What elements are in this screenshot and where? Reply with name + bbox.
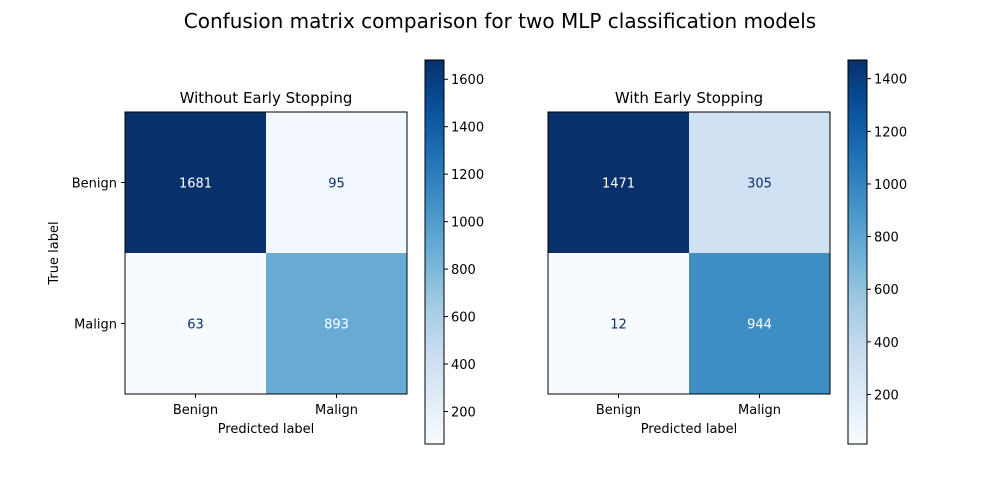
x-tick-label: Benign bbox=[596, 403, 641, 418]
matrix-cell bbox=[266, 112, 407, 253]
colorbar-tick-label: 1200 bbox=[451, 168, 484, 183]
cell-value-label: 1681 bbox=[179, 177, 212, 192]
matrix-cell bbox=[548, 253, 689, 394]
cell-value-label: 944 bbox=[747, 318, 772, 333]
cell-value-label: 1471 bbox=[602, 177, 635, 192]
y-axis-label: True label bbox=[47, 221, 62, 285]
colorbar-tick-label: 600 bbox=[874, 283, 899, 298]
colorbar-tick-label: 1400 bbox=[451, 121, 484, 136]
colorbar-tick-label: 800 bbox=[874, 231, 899, 246]
x-axis-label: Predicted label bbox=[218, 422, 315, 437]
colorbar bbox=[847, 59, 868, 445]
colorbar-tick-label: 800 bbox=[451, 263, 476, 278]
colorbar-tick-label: 600 bbox=[451, 311, 476, 326]
colorbar-tick-label: 1200 bbox=[874, 125, 907, 140]
colorbar-tick-label: 1400 bbox=[874, 73, 907, 88]
cell-value-label: 893 bbox=[324, 318, 349, 333]
matrix-cell bbox=[125, 112, 266, 253]
colorbar-tick-label: 400 bbox=[874, 336, 899, 351]
x-tick-label: Benign bbox=[173, 403, 218, 418]
figure-title: Confusion matrix comparison for two MLP … bbox=[184, 9, 816, 33]
colorbar-tick-label: 200 bbox=[874, 389, 899, 404]
confusion-matrix-panel-2: With Early Stopping 1471 305 12 944 Benign Mal… bbox=[547, 59, 907, 445]
matrix-cell bbox=[266, 253, 407, 394]
colorbar-tick-label: 1600 bbox=[451, 73, 484, 88]
y-tick-label: Benign bbox=[72, 177, 117, 192]
matrix-cell bbox=[689, 253, 830, 394]
colorbar-tick-label: 200 bbox=[451, 405, 476, 420]
cell-value-label: 305 bbox=[747, 177, 772, 192]
cell-value-label: 63 bbox=[187, 318, 204, 333]
matrix-cell bbox=[125, 253, 266, 394]
matrix-cell bbox=[548, 112, 689, 253]
x-axis-label: Predicted label bbox=[641, 422, 738, 437]
axes-frame bbox=[124, 111, 408, 395]
y-tick-label: Malign bbox=[74, 318, 117, 333]
colorbar bbox=[424, 59, 445, 445]
cell-value-label: 95 bbox=[328, 177, 345, 192]
colorbar-tick-label: 1000 bbox=[874, 178, 907, 193]
x-tick-label: Malign bbox=[315, 403, 358, 418]
colorbar-tick-label: 1000 bbox=[451, 216, 484, 231]
colorbar-tick-label: 400 bbox=[451, 358, 476, 373]
cell-value-label: 12 bbox=[610, 318, 627, 333]
panel-title: With Early Stopping bbox=[615, 89, 763, 107]
confusion-matrix-panel-1: Without Early Stopping 1681 95 63 893 Benign M… bbox=[47, 59, 484, 445]
x-tick-label: Malign bbox=[738, 403, 781, 418]
matrix-cell bbox=[689, 112, 830, 253]
axes-frame bbox=[547, 111, 831, 395]
panel-title: Without Early Stopping bbox=[180, 89, 353, 107]
